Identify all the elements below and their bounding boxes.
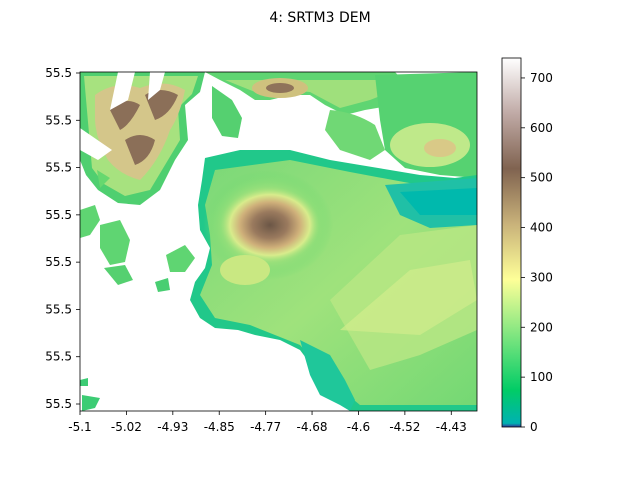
y-axis: 55.5 55.5 55.5 55.5 55.5 55.5 55.5 55.5 [45,66,80,411]
colorbar-tick-label: 500 [530,171,553,185]
ne-upland [375,72,477,178]
west-islands [80,205,195,411]
y-tick-label: 55.5 [45,113,72,127]
colorbar-tick-label: 0 [530,420,538,434]
colorbar-tick-label: 600 [530,121,553,135]
colorbar-ticks: 0 100 200 300 400 500 600 700 [521,71,553,434]
colorbar-tick-label: 300 [530,270,553,284]
x-tick-label: -4.93 [157,420,188,434]
colorbar-tick-label: 400 [530,221,553,235]
dem-map [80,72,477,411]
x-tick-label: -4.77 [250,420,281,434]
main-landmass [190,150,477,411]
y-tick-label: 55.5 [45,208,72,222]
x-tick-label: -4.68 [297,420,328,434]
colorbar-gradient [502,58,521,427]
plot-frame [79,71,478,412]
x-tick-label: -4.52 [389,420,420,434]
y-tick-label: 55.5 [45,255,72,269]
x-tick-label: -4.85 [204,420,235,434]
x-tick-label: -4.43 [436,420,467,434]
south-coast [300,340,355,411]
nw-fjords [80,72,165,160]
y-tick-label: 55.5 [45,66,72,80]
x-tick-label: -5.02 [111,420,142,434]
colorbar-frame [501,57,522,428]
y-tick-label: 55.5 [45,302,72,316]
y-tick-label: 55.5 [45,397,72,411]
colorbar-tick-label: 100 [530,370,553,384]
colorbar-tick-label: 200 [530,320,553,334]
x-axis: -5.1 -5.02 -4.93 -4.85 -4.77 -4.68 -4.6 -4.52 -4… [68,411,467,434]
colorbar: 0 100 200 300 400 500 600 700 [501,57,553,434]
north-islands [205,72,408,160]
y-tick-label: 55.5 [45,161,72,175]
x-tick-label: -4.6 [347,420,370,434]
colorbar-tick-label: 700 [530,71,553,85]
x-tick-label: -5.1 [68,420,91,434]
chart-title: 4: SRTM3 DEM [269,10,370,26]
y-tick-label: 55.5 [45,350,72,364]
